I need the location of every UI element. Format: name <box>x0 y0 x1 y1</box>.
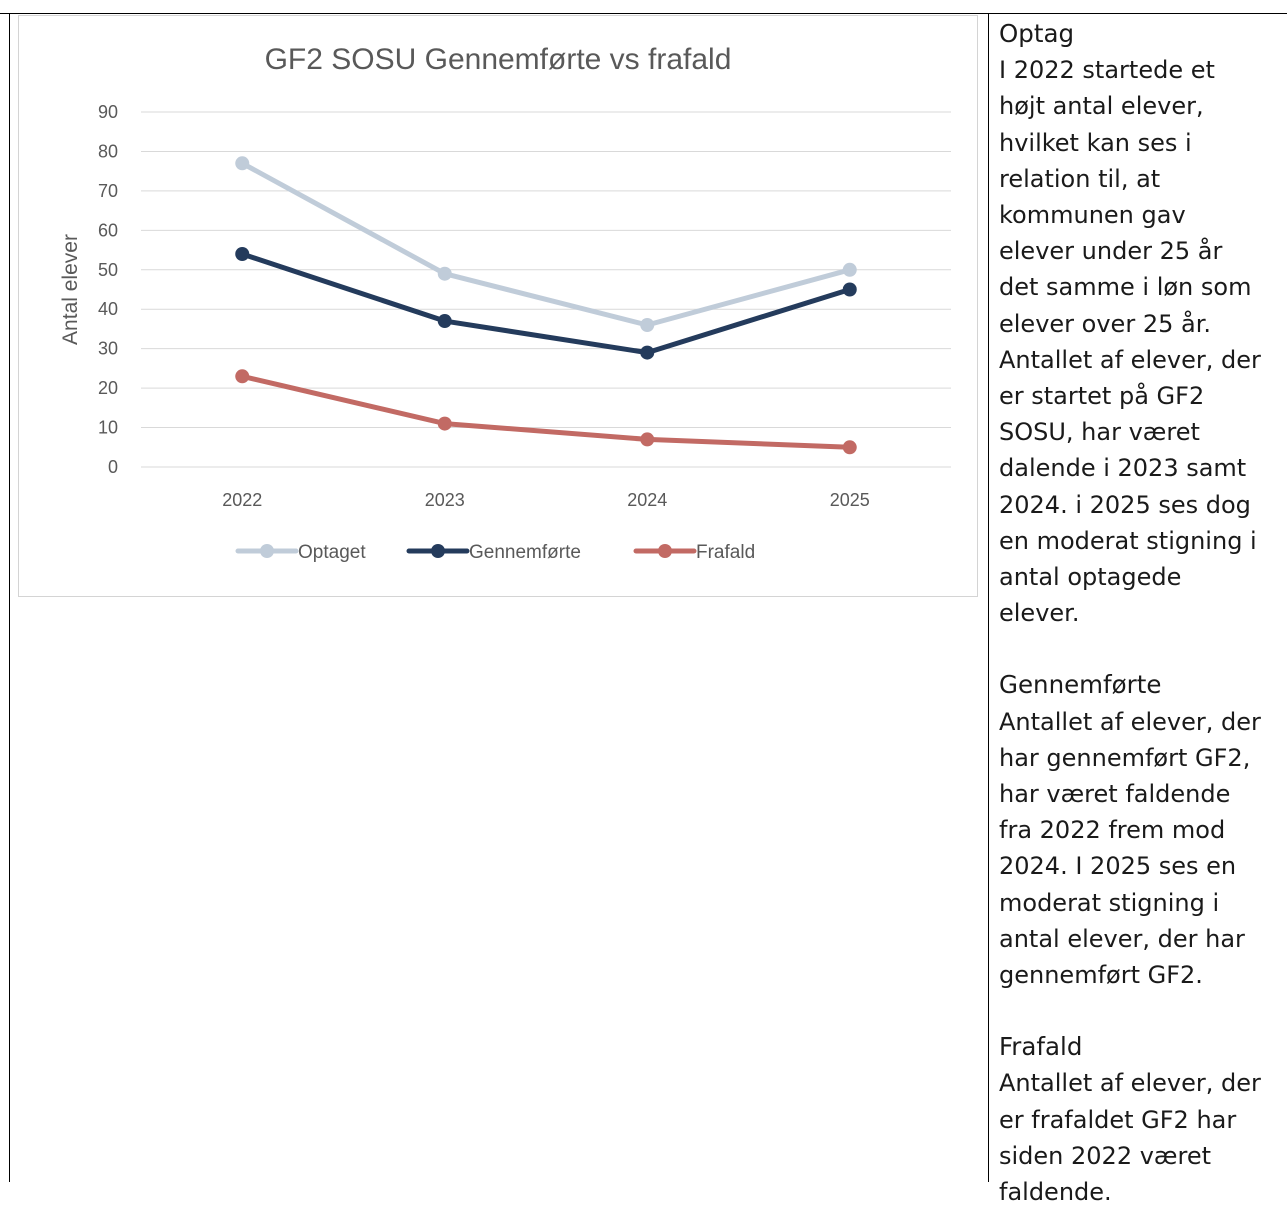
data-point <box>235 369 250 384</box>
x-tick-label: 2022 <box>222 490 262 510</box>
y-axis-title: Antal elever <box>59 234 82 345</box>
section-gennemforte: Gennemførte Antallet af elever, der har … <box>999 667 1287 993</box>
series-optaget <box>235 156 857 332</box>
table-border-left <box>9 13 10 1182</box>
legend-label: Frafald <box>696 542 755 563</box>
section-heading: Frafald <box>999 1032 1083 1062</box>
y-tick-label: 10 <box>98 418 118 438</box>
series-gennemførte <box>235 247 857 360</box>
x-tick-label: 2024 <box>627 490 667 510</box>
data-point <box>640 318 655 332</box>
table-border-divider <box>988 13 989 1182</box>
data-point <box>842 440 857 455</box>
chart-container: GF2 SOSU Gennemførte vs frafald 0 10 20 30 40… <box>18 15 978 597</box>
chart-title: GF2 SOSU Gennemførte vs frafald <box>265 43 732 76</box>
section-optag: Optag I 2022 startede et højt antal elev… <box>999 16 1287 631</box>
legend-item: Frafald <box>633 542 755 563</box>
section-text: Antallet af elever, der er frafaldet GF2… <box>999 1069 1261 1207</box>
legend-label: Gennemførte <box>469 542 581 563</box>
legend-marker <box>658 544 672 558</box>
section-text: I 2022 startede et højt antal elever, hv… <box>999 56 1261 628</box>
legend-marker <box>260 544 274 558</box>
section-heading: Optag <box>999 19 1075 48</box>
legend-marker <box>431 544 445 558</box>
y-tick-label: 0 <box>108 457 118 477</box>
table-border-top <box>0 13 1287 14</box>
data-point <box>437 314 452 329</box>
x-tick-label: 2025 <box>830 490 870 510</box>
data-point <box>235 156 250 171</box>
section-frafald: Frafald Antallet af elever, der er frafa… <box>999 1029 1287 1210</box>
y-tick-label: 70 <box>98 181 118 201</box>
section-text: Antallet af elever, der har gennemført G… <box>999 707 1261 990</box>
legend-label: Optaget <box>298 542 366 563</box>
data-point <box>842 262 857 277</box>
y-tick-label: 30 <box>98 339 118 359</box>
series-line <box>239 160 853 328</box>
commentary-panel: Optag I 2022 startede et højt antal elev… <box>999 16 1287 1210</box>
data-point <box>437 416 452 431</box>
y-tick-label: 60 <box>98 220 118 240</box>
y-tick-label: 90 <box>98 102 118 122</box>
line-chart: GF2 SOSU Gennemførte vs frafald 0 10 20 30 40… <box>59 43 951 563</box>
data-point <box>235 247 250 261</box>
series-line <box>239 373 853 450</box>
data-point <box>640 432 655 447</box>
section-heading: Gennemførte <box>999 670 1162 700</box>
y-tick-label: 40 <box>98 299 118 319</box>
x-tick-label: 2023 <box>425 490 465 510</box>
data-point <box>842 282 857 297</box>
document-table: GF2 SOSU Gennemførte vs frafald 0 10 20 30 40… <box>0 13 1287 1206</box>
legend-item: Gennemførte <box>406 542 581 563</box>
y-tick-label: 50 <box>98 260 118 280</box>
data-point <box>640 345 655 360</box>
y-tick-label: 20 <box>98 378 118 398</box>
series-line <box>239 251 853 356</box>
series-frafald <box>235 369 857 455</box>
data-point <box>437 266 452 281</box>
y-tick-label: 80 <box>98 141 118 161</box>
legend-item: Optaget <box>235 542 366 563</box>
